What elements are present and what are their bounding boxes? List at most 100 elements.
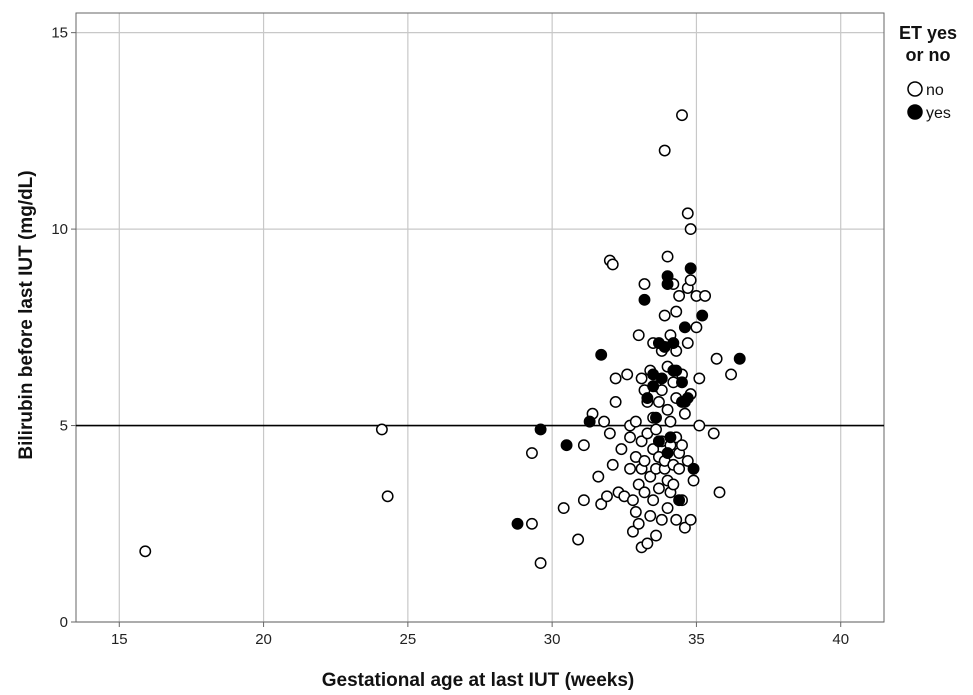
x-tick-label: 20 (255, 631, 272, 648)
data-point-no (676, 109, 688, 122)
y-tick-labels: 0 5 10 15 (51, 25, 76, 631)
data-point-yes (676, 376, 688, 389)
data-point-no (598, 415, 611, 428)
data-point-no (652, 396, 665, 408)
data-point-yes (696, 309, 709, 322)
data-point-no (534, 557, 547, 570)
data-point-no (667, 478, 680, 491)
y-tick-label: 10 (51, 221, 68, 238)
data-point-no (139, 545, 152, 558)
data-point-no (676, 439, 688, 452)
data-point-no (655, 513, 668, 526)
legend-title-line-2: or no (906, 45, 951, 65)
data-point-yes (661, 447, 674, 460)
data-point-no (609, 372, 622, 385)
data-point-no (681, 337, 694, 349)
data-point-yes (673, 494, 686, 507)
data-point-no (375, 423, 388, 436)
data-point-no (381, 490, 394, 503)
data-point-no (693, 419, 706, 432)
y-tick-label: 5 (60, 418, 68, 435)
data-point-no (606, 458, 619, 471)
data-point-yes (664, 431, 677, 444)
data-point-no (678, 521, 691, 534)
data-point-no (601, 490, 613, 503)
data-point-no (632, 517, 645, 530)
data-point-no (681, 207, 694, 220)
legend-label-yes: yes (926, 105, 951, 122)
data-point-no (606, 258, 619, 271)
data-point-no (624, 462, 637, 475)
data-point-no (572, 533, 585, 546)
data-point-no (647, 494, 660, 507)
data-point-no (670, 305, 683, 318)
data-point-no (650, 529, 662, 542)
data-point-no (661, 502, 674, 515)
data-point-no (577, 494, 590, 507)
data-point-yes (661, 278, 674, 291)
x-tick-label: 35 (688, 631, 705, 648)
data-point-no (693, 372, 706, 385)
data-point-no (641, 537, 654, 550)
y-axis-title: Bilirubin before last IUT (mg/dL) (16, 170, 37, 459)
data-point-no (621, 368, 634, 381)
data-point-no (615, 443, 628, 456)
x-axis-title: Gestational age at last IUT (weeks) (322, 670, 635, 691)
x-tick-label: 25 (400, 631, 417, 648)
data-point-no (603, 427, 616, 440)
data-point-yes (678, 321, 691, 334)
legend-title-line-1: ET yes (899, 23, 957, 43)
data-point-yes (687, 462, 700, 475)
data-point-no (592, 470, 605, 483)
data-point-no (525, 517, 538, 530)
x-tick-label: 15 (111, 631, 128, 648)
data-point-no (681, 454, 694, 467)
data-point-no (644, 509, 657, 522)
data-point-no (661, 403, 674, 416)
data-point-yes (534, 423, 547, 436)
data-point-no (652, 482, 665, 495)
data-point-no (638, 486, 651, 499)
data-point-no (713, 486, 726, 499)
data-point-no (525, 447, 538, 460)
data-point-yes (650, 411, 662, 424)
data-point-no (687, 474, 700, 487)
data-point-yes (670, 364, 683, 377)
data-point-no (710, 352, 723, 365)
data-point-no (629, 415, 642, 428)
data-point-yes (583, 415, 596, 428)
data-point-no (725, 368, 738, 381)
data-point-no (629, 506, 642, 518)
data-point-no (684, 223, 697, 236)
data-point-no (624, 431, 637, 444)
data-point-yes (560, 439, 573, 452)
x-tick-label: 30 (544, 631, 561, 648)
data-point-yes (641, 392, 654, 404)
data-point-no (635, 435, 648, 448)
data-point-no (684, 513, 697, 526)
x-tick-label: 40 (832, 631, 849, 648)
data-point-no (632, 478, 645, 491)
data-point-yes (595, 348, 608, 361)
horizontal-gridlines (76, 32, 884, 623)
y-tick-label: 15 (51, 25, 68, 42)
data-point-yes (655, 372, 668, 385)
data-point-no (577, 439, 590, 452)
data-point-no (650, 423, 662, 436)
data-point-yes (652, 435, 665, 448)
vertical-gridlines (118, 13, 842, 622)
data-point-no (658, 144, 671, 157)
data-point-no (690, 321, 703, 334)
data-point-no (644, 470, 657, 483)
legend-marker-no (907, 81, 923, 97)
data-point-no (635, 372, 648, 385)
y-tick-label: 0 (60, 614, 68, 631)
data-point-yes (667, 337, 680, 349)
data-point-no (595, 498, 608, 511)
data-point-no (707, 427, 720, 440)
x-tick-labels: 15 20 25 30 35 40 (111, 622, 849, 648)
data-point-no (670, 513, 683, 526)
data-point-no (626, 494, 639, 507)
data-point-no (609, 396, 622, 408)
data-point-yes (511, 517, 524, 530)
